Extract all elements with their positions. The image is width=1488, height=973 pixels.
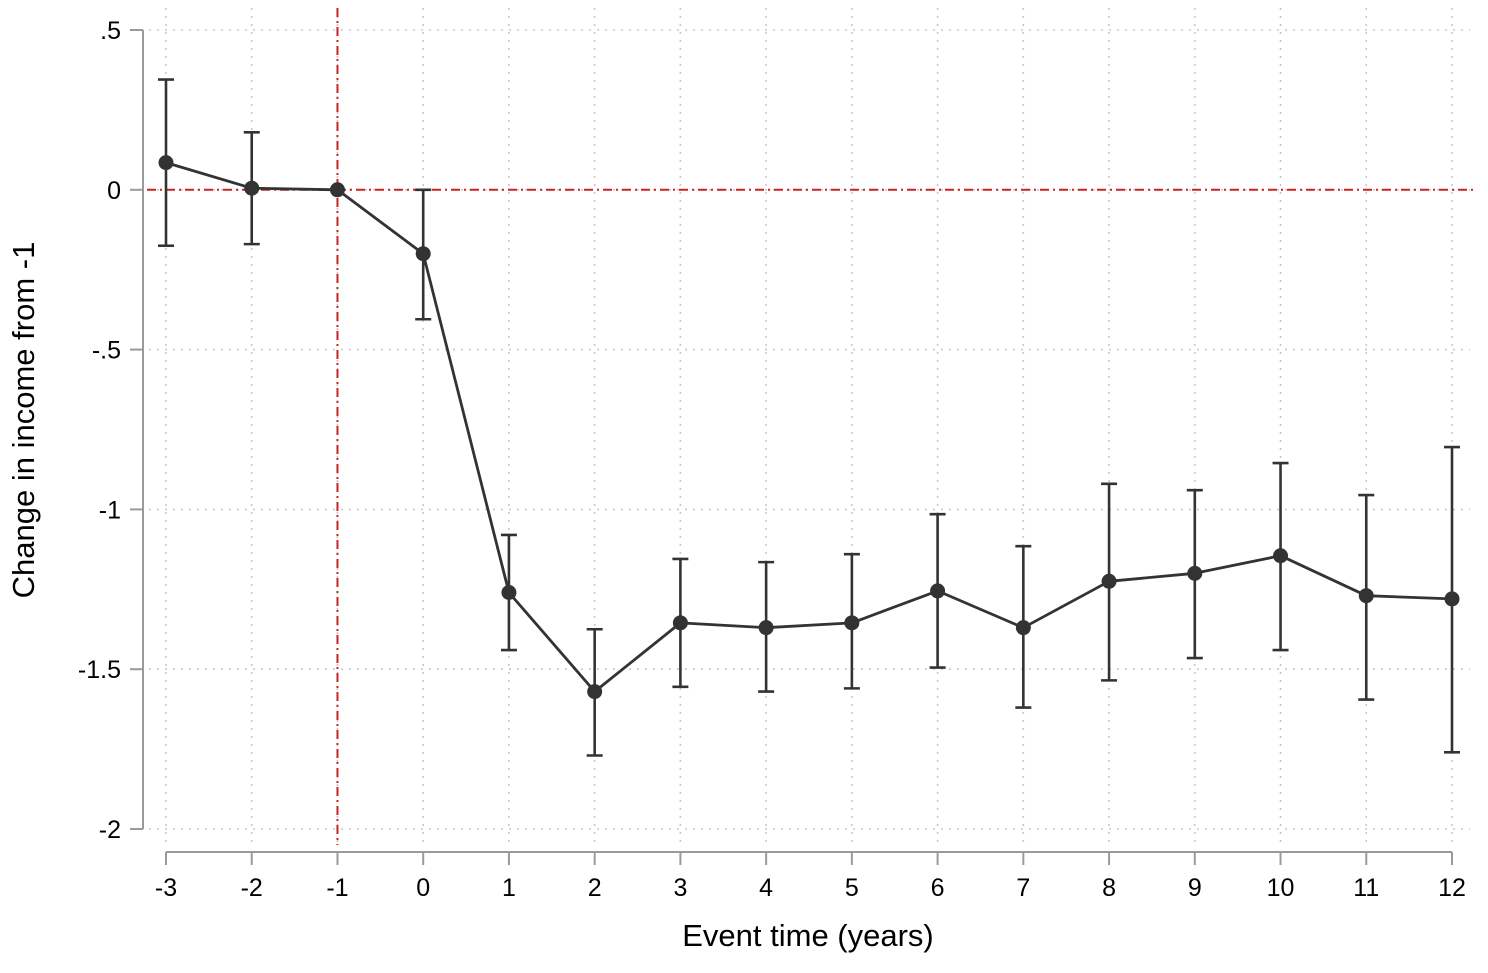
confidence-intervals	[158, 78, 1460, 757]
data-point-0-5	[587, 684, 603, 700]
reference-lines	[147, 8, 1476, 845]
y-tick-label-0: .5	[100, 17, 121, 45]
x-tick-label-12: 9	[1188, 874, 1202, 902]
data-point-0-2	[329, 182, 345, 198]
data-point-0-8	[844, 615, 860, 631]
data-point-0-9	[930, 583, 946, 599]
series-line-0	[165, 161, 1453, 693]
x-tick-label-4: 1	[502, 874, 516, 902]
x-axis-title: Event time (years)	[682, 918, 934, 953]
data-point-0-13	[1273, 548, 1289, 564]
y-tick-label-1: 0	[107, 177, 121, 205]
x-tick-label-15: 12	[1438, 874, 1466, 902]
x-tick-label-5: 2	[588, 874, 602, 902]
x-tick-label-6: 3	[673, 874, 687, 902]
x-tick-label-7: 4	[759, 874, 773, 902]
data-point-0-7	[758, 620, 774, 636]
y-tick-label-5: -2	[99, 816, 121, 844]
data-point-0-1	[244, 180, 260, 196]
data-point-0-3	[415, 246, 431, 262]
data-point-0-6	[672, 615, 688, 631]
data-point-0-4	[501, 584, 517, 600]
x-tick-label-2: -1	[326, 874, 348, 902]
x-tick-label-0: -3	[155, 874, 177, 902]
x-tick-label-10: 7	[1016, 874, 1030, 902]
x-tick-label-11: 8	[1102, 874, 1116, 902]
y-tick-label-2: -.5	[92, 337, 121, 365]
axis-layer	[130, 29, 1453, 865]
data-point-0-11	[1101, 573, 1117, 589]
data-point-0-14	[1358, 588, 1374, 604]
y-tick-label-3: -1	[99, 496, 121, 524]
tick-labels: .50-.5-1-1.5-2-3 -2 -1 0 1 2 3 4 5 6 7 8 9 10 11 12	[78, 17, 1466, 902]
data-point-0-12	[1187, 565, 1203, 581]
data-point-0-0	[158, 155, 174, 171]
x-tick-label-14: 11	[1353, 874, 1379, 902]
grid-layer	[149, 8, 1470, 845]
x-tick-label-9: 6	[931, 874, 945, 902]
data-point-0-15	[1444, 591, 1460, 607]
x-tick-label-8: 5	[845, 874, 859, 902]
series-points	[158, 155, 1460, 700]
x-tick-label-13: 10	[1267, 874, 1295, 902]
y-axis-title: Change in income from -1	[6, 242, 41, 599]
x-tick-label-3: 0	[416, 874, 430, 902]
x-tick-label-1: -2	[241, 874, 263, 902]
data-point-0-10	[1015, 620, 1031, 636]
series-line-layer	[165, 161, 1453, 693]
y-tick-label-4: -1.5	[78, 656, 121, 684]
